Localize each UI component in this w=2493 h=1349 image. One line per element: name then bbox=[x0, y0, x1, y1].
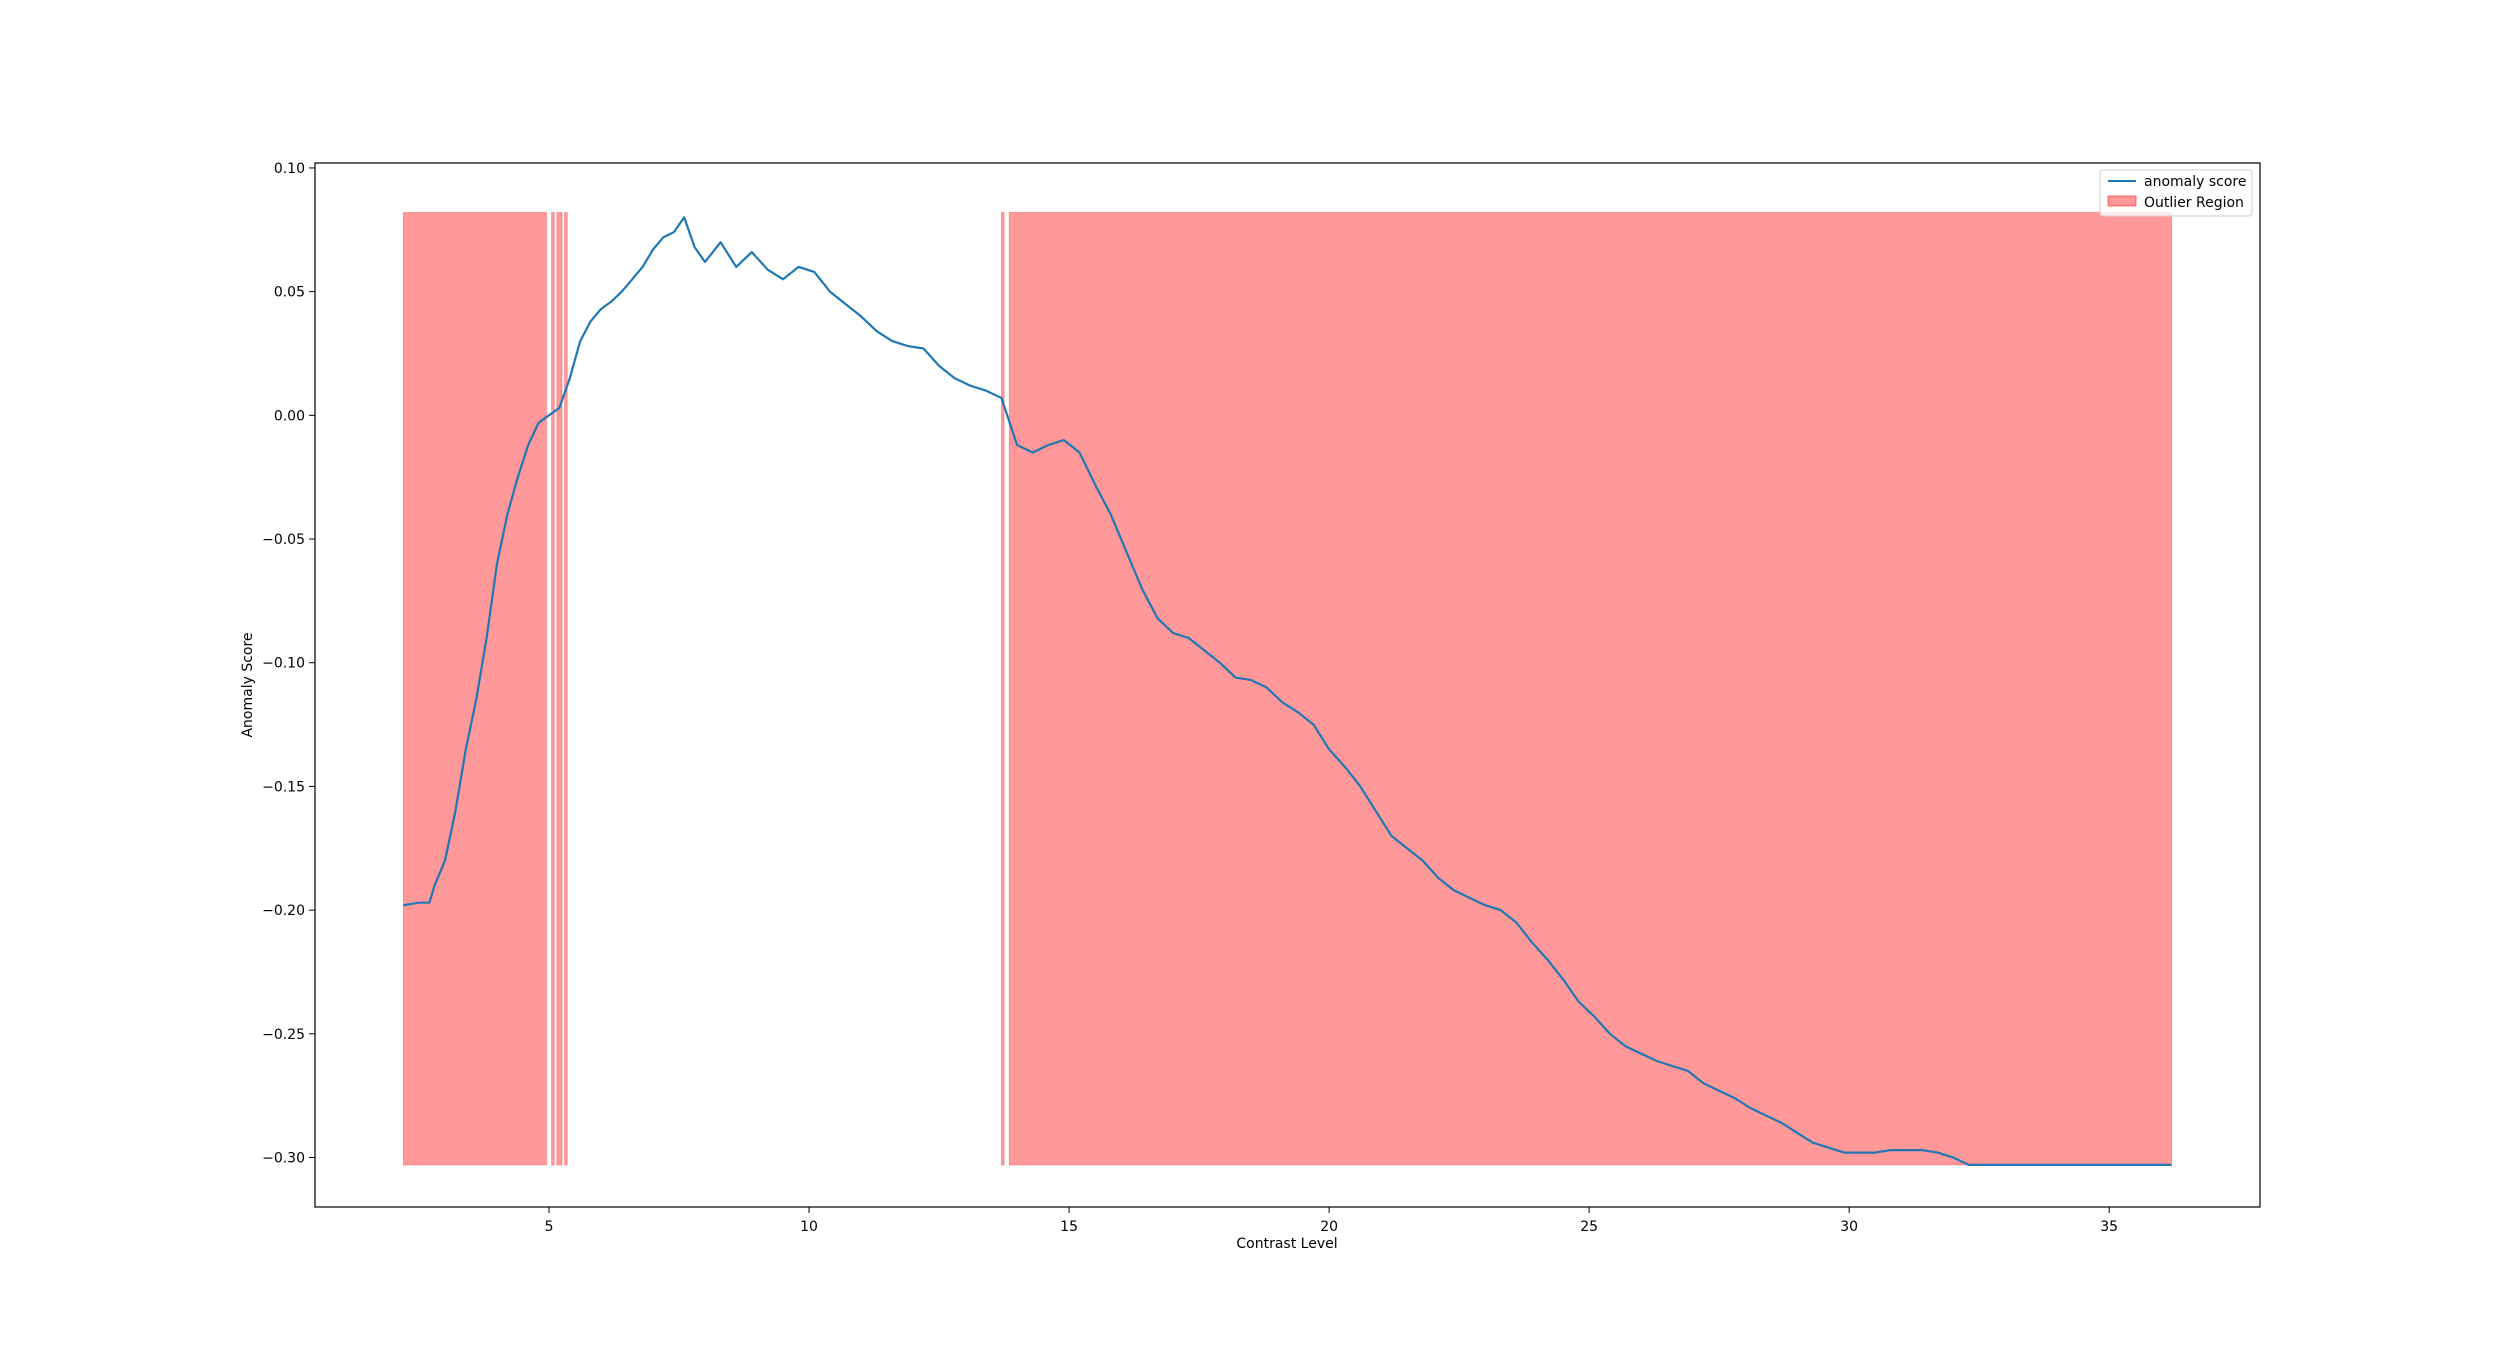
x-tick-label: 30 bbox=[1840, 1219, 1858, 1235]
series-layer bbox=[403, 216, 2172, 1167]
x-axis: 5 10 15 20 25 30 35 bbox=[545, 1207, 2118, 1235]
y-tick-label: 0.10 bbox=[274, 161, 305, 177]
legend-region-swatch bbox=[2107, 195, 2137, 207]
x-tick-label: 10 bbox=[800, 1219, 818, 1235]
outlier-region-3 bbox=[564, 212, 568, 1166]
y-axis-title: Anomaly Score bbox=[240, 632, 256, 737]
x-tick-label: 20 bbox=[1320, 1219, 1338, 1235]
legend: anomaly score Outlier Region bbox=[2099, 169, 2253, 217]
outlier-regions bbox=[403, 212, 2172, 1166]
x-tick-label: 5 bbox=[545, 1219, 554, 1235]
y-tick-label: −0.30 bbox=[262, 1151, 305, 1167]
y-tick-label: −0.25 bbox=[262, 1027, 305, 1043]
y-tick-label: −0.10 bbox=[262, 656, 305, 672]
y-tick-label: 0.05 bbox=[274, 285, 305, 301]
y-tick-label: 0.00 bbox=[274, 408, 305, 424]
outlier-region-2 bbox=[556, 212, 563, 1166]
y-axis: 0.10 0.05 0.00 −0.05 −0.10 −0.15 −0.20 −0.25 −0.… bbox=[262, 161, 315, 1167]
outlier-region-0 bbox=[403, 212, 547, 1166]
legend-label-anomaly-score: anomaly score bbox=[2144, 174, 2246, 190]
outlier-region-5 bbox=[1008, 212, 2172, 1166]
y-tick-label: −0.05 bbox=[262, 532, 305, 548]
x-axis-title: Contrast Level bbox=[1236, 1236, 1337, 1252]
x-tick-label: 25 bbox=[1580, 1219, 1598, 1235]
y-tick-label: −0.15 bbox=[262, 779, 305, 795]
legend-box bbox=[2099, 169, 2253, 217]
outlier-region-1 bbox=[551, 212, 555, 1166]
x-tick-label: 35 bbox=[2100, 1219, 2118, 1235]
legend-label-outlier-region: Outlier Region bbox=[2144, 195, 2244, 211]
y-tick-label: −0.20 bbox=[262, 903, 305, 919]
x-tick-label: 15 bbox=[1060, 1219, 1078, 1235]
plot-frame bbox=[314, 162, 2261, 1208]
series-line-0 bbox=[403, 216, 2172, 1167]
outlier-region-4 bbox=[1001, 212, 1005, 1166]
